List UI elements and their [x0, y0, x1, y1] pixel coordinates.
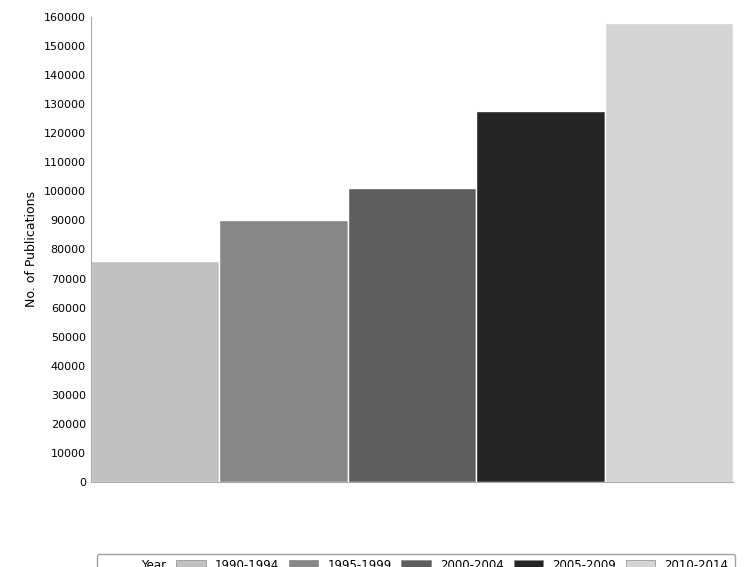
Y-axis label: No. of Publications: No. of Publications	[25, 192, 39, 307]
Bar	[91, 261, 219, 482]
Bar	[348, 188, 476, 482]
Bar	[219, 221, 348, 482]
Bar	[605, 23, 733, 482]
Bar	[476, 112, 605, 482]
Legend: Year, 1990-1994, 1995-1999, 2000-2004, 2005-2009, 2010-2014: Year, 1990-1994, 1995-1999, 2000-2004, 2…	[97, 553, 735, 567]
